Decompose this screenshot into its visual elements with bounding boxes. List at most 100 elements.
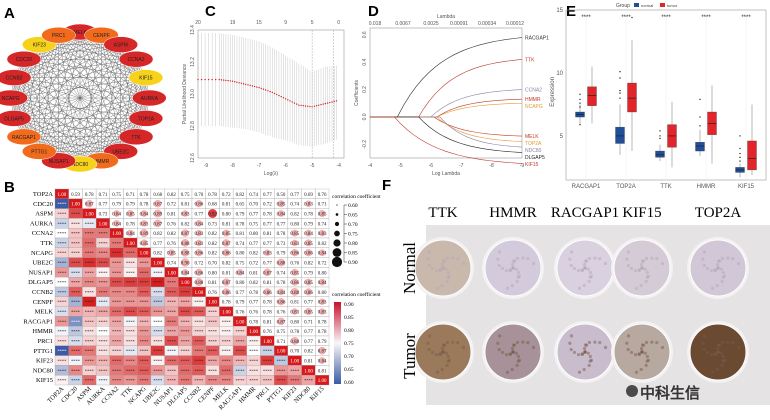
y-tick-label: 12.6 [190, 153, 196, 163]
color-legend-label: 0.60 [344, 380, 354, 386]
cv-point [329, 101, 331, 104]
tissue-texture [655, 341, 659, 345]
cv-point [273, 92, 276, 95]
x-tick-label: -5 [398, 163, 403, 169]
cv-point [260, 87, 262, 90]
heatmap-value: 1.00 [249, 330, 258, 335]
network-edge [23, 59, 81, 165]
heatmap-value: 0.83 [290, 242, 299, 247]
heatmap-size-dot [236, 268, 244, 276]
heatmap-significance: **** [57, 310, 67, 315]
cv-point [251, 85, 254, 87]
coef-path-melk [370, 116, 523, 137]
tissue-texture [427, 334, 432, 338]
heatmap-row-label: KIF15 [36, 377, 53, 384]
heatmap-value: 0.77 [290, 193, 299, 198]
heatmap-significance: **** [85, 300, 95, 305]
network-node-label: CENPF [93, 33, 110, 39]
tissue-texture [639, 262, 644, 267]
heatmap-value: 0.85 [304, 311, 313, 316]
network-edge [39, 35, 59, 152]
tissue-texture [577, 286, 582, 290]
tissue-texture [731, 257, 735, 261]
heatmap-significance: **** [194, 349, 204, 354]
heatmap-value: 0.81 [290, 301, 299, 306]
box-outlier [659, 130, 661, 132]
heatmap-significance: **** [167, 329, 177, 334]
color-legend-label: 0.85 [344, 315, 354, 321]
tissue-texture [516, 359, 520, 363]
heatmap-value: 0.88 [194, 281, 203, 286]
heatmap-significance: **** [304, 378, 314, 383]
heatmap-value: 0.79 [304, 222, 313, 227]
tissue-texture [586, 267, 590, 271]
heatmap-significance: **** [71, 349, 81, 354]
cv-point [234, 81, 236, 83]
network-node-label: CCNB2 [6, 76, 23, 82]
heatmap-value: 0.77 [249, 242, 258, 247]
tissue-texture [720, 279, 724, 283]
network-edge [39, 44, 102, 161]
cv-point [295, 103, 298, 105]
tissue-texture [576, 269, 581, 273]
cv-point [280, 95, 282, 98]
col-header-kif15: KIF15 [622, 205, 662, 221]
tissue-texture [508, 268, 512, 272]
tissue-texture [427, 347, 431, 352]
heatmap-row-label: UBE2C [32, 260, 53, 267]
heatmap-significance: **** [85, 349, 95, 354]
heatmap-value: 0.74 [277, 271, 286, 276]
heatmap-row-label: PRC1 [37, 338, 53, 345]
x-tick-label: -9 [520, 163, 525, 169]
tissue-texture [569, 250, 574, 254]
heatmap-significance: **** [167, 378, 177, 383]
tissue-texture [434, 269, 439, 273]
heatmap-value: 0.50 [277, 193, 286, 198]
tissue-texture [583, 350, 587, 354]
heatmap-significance: **** [263, 368, 273, 373]
tissue-texture [572, 350, 577, 355]
heatmap-significance: **** [235, 378, 245, 383]
tissue-texture [736, 345, 741, 350]
heatmap-significance: **** [85, 261, 95, 266]
heatmap-value: 0.77 [263, 193, 272, 198]
tissue-texture [440, 262, 445, 267]
cv-point [309, 105, 311, 108]
cv-point [238, 82, 240, 84]
heatmap-size-dot [318, 357, 326, 364]
heatmap-row-label: CCNA2 [32, 230, 53, 237]
network-node-label: ASPM [114, 43, 128, 49]
heatmap-row-label: TOP2A [33, 191, 53, 198]
heatmap-significance: **** [126, 300, 136, 305]
cv-point [320, 103, 322, 106]
heatmap-size-dot [318, 229, 326, 237]
heatmap-value: 0.87 [263, 271, 272, 276]
heatmap-significance: **** [85, 319, 95, 324]
heatmap-value: 0.65 [236, 203, 245, 208]
heatmap-significance: **** [140, 339, 150, 344]
cv-point [258, 86, 260, 89]
heatmap-value: 0.82 [153, 252, 162, 257]
tissue-texture [660, 345, 665, 350]
heatmap-significance: **** [153, 310, 163, 315]
heatmap-significance: **** [85, 378, 95, 383]
heatmap-value: 1.00 [85, 213, 94, 218]
x-tick-label: -7 [459, 163, 464, 169]
heatmap-value: 0.85 [304, 281, 313, 286]
heatmap-row-label: CCNB2 [32, 289, 53, 296]
heatmap-value: 0.78 [318, 330, 327, 335]
heatmap-significance: **** [57, 261, 67, 266]
box-outlier [579, 98, 581, 101]
heatmap-value: 0.85 [222, 232, 231, 237]
tissue-texture [497, 263, 501, 268]
tissue-texture [644, 340, 649, 345]
tissue-texture [576, 353, 581, 357]
heatmap-significance: **** [98, 261, 108, 266]
heatmap-significance: **** [194, 310, 204, 315]
heatmap-size-dot [167, 249, 175, 257]
network-edge [135, 77, 147, 137]
network-node-label: PRC1 [52, 33, 66, 39]
heatmap-value: 0.84 [318, 252, 327, 257]
network-node-label: DLGAP5 [4, 116, 24, 122]
heatmap-value: 0.84 [112, 222, 121, 227]
